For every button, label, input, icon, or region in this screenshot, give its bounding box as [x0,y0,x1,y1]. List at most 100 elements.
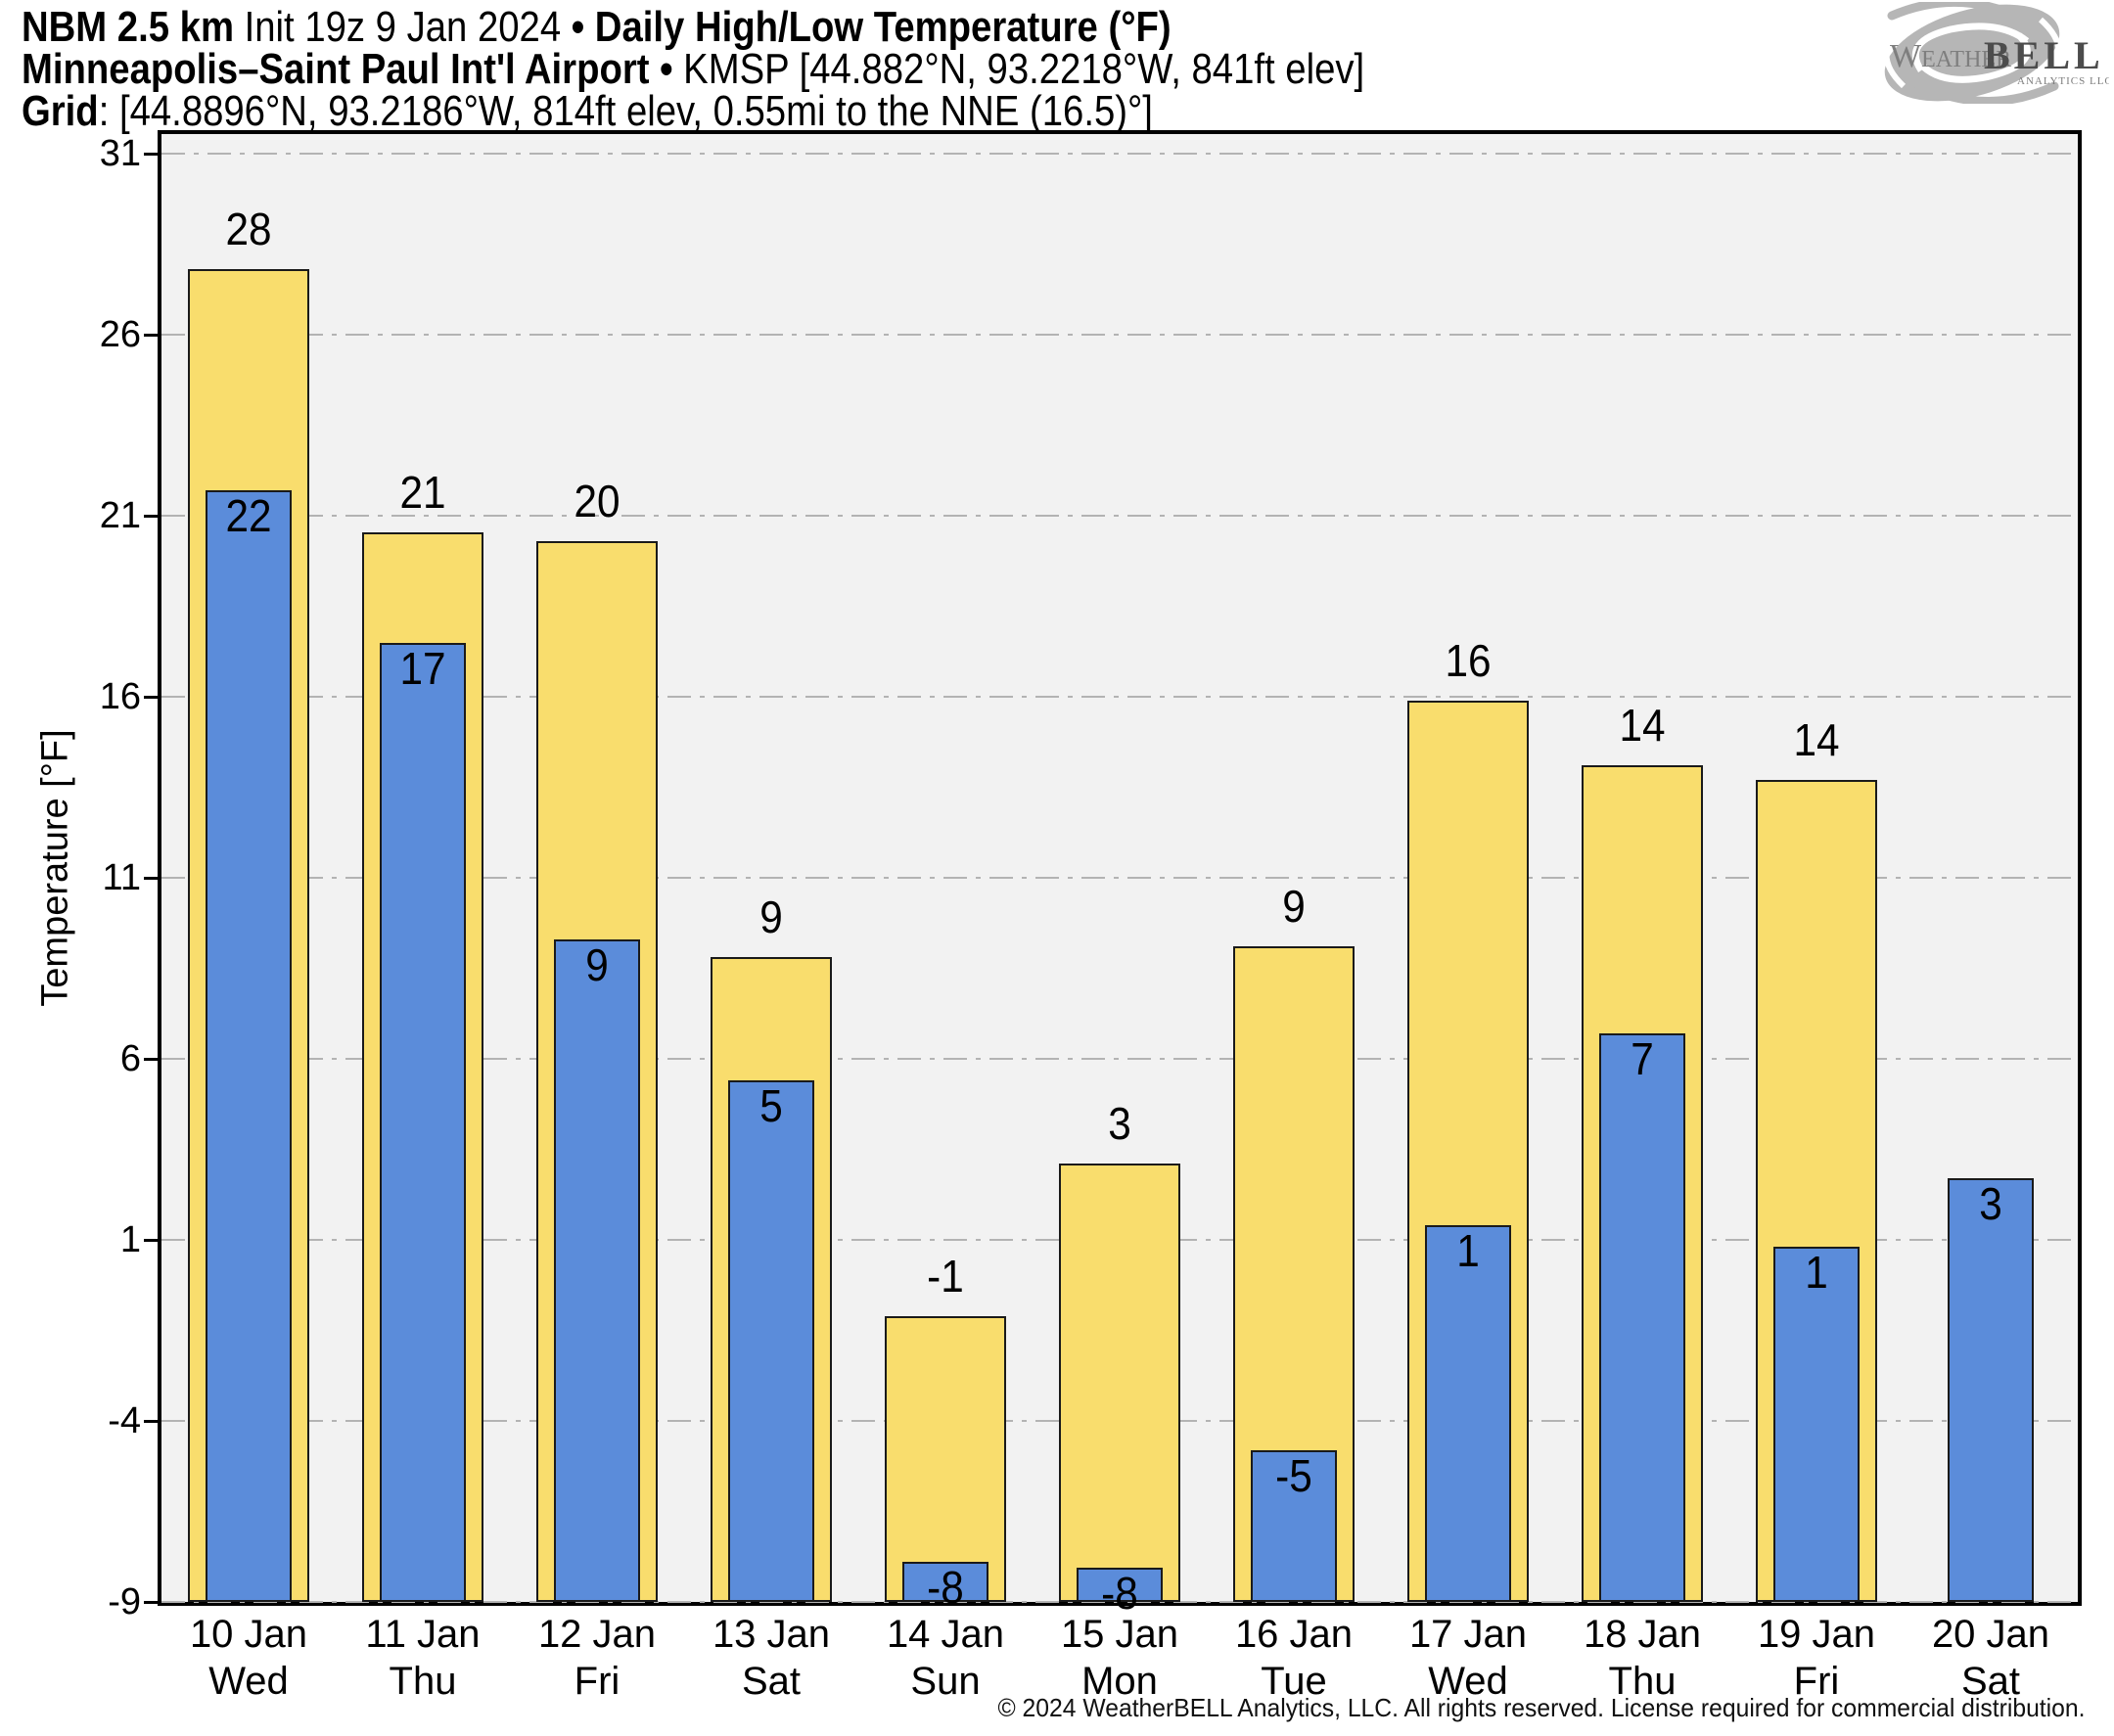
x-tick-date: 19 Jan [1757,1613,1876,1656]
low-temp-bar [1599,1033,1685,1602]
hurricane-swirl-icon [1883,2,2062,104]
y-axis-tick [144,877,161,880]
x-tick-weekday: Fri [574,1660,620,1703]
x-tick-date: 10 Jan [189,1613,308,1656]
high-temp-value: 28 [225,204,272,255]
low-temp-value: 9 [585,938,609,990]
grid-meta: : [44.8896°N, 93.2186°W, 814ft elev, 0.5… [98,87,1153,135]
y-gridline [161,153,2078,155]
high-temp-value: -1 [927,1250,964,1302]
x-tick-weekday: Thu [1608,1660,1677,1703]
x-tick-weekday: Thu [389,1660,457,1703]
y-axis-tick [144,696,161,699]
x-tick-date: 13 Jan [712,1613,831,1656]
high-temp-value: 20 [574,475,620,526]
logo-bell-text: BELL [1984,33,2104,77]
low-temp-value: -8 [927,1562,964,1614]
y-axis-tick [144,515,161,518]
title-line-2: Minneapolis–Saint Paul Int'l Airport • K… [22,45,1365,93]
low-temp-value: -8 [1101,1567,1138,1619]
y-tick-label: 31 [99,133,141,174]
y-gridline [161,515,2078,517]
title-line-1: NBM 2.5 km Init 19z 9 Jan 2024 • Daily H… [22,3,1364,51]
x-tick-date: 11 Jan [365,1613,481,1656]
station-meta: KMSP [44.882°N, 93.2218°W, 841ft elev] [683,45,1365,93]
low-temp-bar [1948,1178,2034,1602]
low-temp-bar [728,1080,814,1602]
y-axis-tick [144,334,161,337]
chart-header: NBM 2.5 km Init 19z 9 Jan 2024 • Daily H… [22,3,1365,135]
x-tick-weekday: Fri [1793,1660,1840,1703]
y-axis-tick [144,153,161,156]
x-tick-date: 16 Jan [1234,1613,1354,1656]
high-temp-value: 16 [1445,634,1492,686]
y-tick-label: 16 [99,676,141,717]
grid-label: Grid [22,87,99,135]
low-temp-bar [1251,1449,1337,1602]
y-gridline [161,877,2078,879]
y-tick-label: 26 [99,314,141,355]
bullet-separator-2: • [649,45,684,93]
low-temp-bar [1425,1225,1511,1602]
low-temp-bar [206,490,292,1602]
y-axis-tick [144,1420,161,1423]
high-temp-value: 9 [1282,881,1306,933]
x-tick-label: 20 Jan Sat [1904,1611,2078,1705]
x-tick-weekday: Wed [1428,1660,1508,1703]
high-temp-value: 14 [1793,714,1840,766]
high-temp-value: 14 [1619,700,1666,752]
title-line-3: Grid: [44.8896°N, 93.2186°W, 814ft elev,… [22,87,1364,135]
x-tick-date: 20 Jan [1931,1613,2050,1656]
x-tick-date: 18 Jan [1583,1613,1702,1656]
y-gridline [161,334,2078,336]
low-temp-value: 7 [1631,1033,1654,1085]
low-temp-value: 1 [1456,1225,1480,1277]
model-name: NBM 2.5 km [22,3,234,51]
low-temp-value: 22 [225,490,272,542]
x-tick-weekday: Wed [208,1660,289,1703]
init-time: Init 19z 9 Jan 2024 [233,3,572,51]
x-tick-weekday: Sun [910,1660,981,1703]
x-tick-weekday: Tue [1261,1660,1327,1703]
low-temp-bar [1077,1567,1163,1602]
x-tick-weekday: Mon [1081,1660,1158,1703]
x-tick-label: 12 Jan Fri [510,1611,684,1705]
y-tick-label: 6 [119,1038,141,1079]
copyright-notice: © 2024 WeatherBELL Analytics, LLC. All r… [996,1693,2085,1722]
logo-analytics-text: ANALYTICS LLC [2017,75,2109,87]
low-temp-bar [1773,1247,1860,1602]
x-tick-weekday: Sat [741,1660,802,1703]
bullet-separator: • [571,3,595,51]
y-tick-label: 1 [119,1219,141,1260]
y-axis-tick [144,1601,161,1604]
low-temp-value: 3 [1979,1178,2002,1230]
low-temp-bar [902,1562,988,1602]
x-tick-date: 14 Jan [886,1613,1005,1656]
y-tick-label: -9 [108,1581,141,1622]
x-tick-label: 10 Jan Wed [161,1611,336,1705]
x-tick-label: 19 Jan Fri [1729,1611,1904,1705]
y-tick-label: 21 [99,495,141,536]
x-tick-label: 15 Jan Mon [1033,1611,1207,1705]
y-gridline [161,1601,2078,1603]
low-temp-bar [554,938,640,1602]
y-axis-tick [144,1239,161,1242]
x-tick-label: 17 Jan Wed [1381,1611,1555,1705]
x-tick-date: 12 Jan [537,1613,657,1656]
product-title: Daily High/Low Temperature (°F) [594,3,1172,51]
y-tick-label: -4 [108,1400,141,1441]
high-temp-bar [885,1315,1006,1602]
x-tick-label: 16 Jan Tue [1207,1611,1381,1705]
station-name: Minneapolis–Saint Paul Int'l Airport [22,45,650,93]
low-temp-value: 5 [759,1080,783,1132]
y-gridline [161,1058,2078,1060]
low-temp-value: -5 [1275,1449,1312,1501]
high-temp-value: 9 [759,891,783,943]
x-tick-label: 13 Jan Sat [684,1611,858,1705]
high-temp-value: 3 [1108,1098,1131,1150]
x-tick-weekday: Sat [1960,1660,2021,1703]
y-gridline [161,696,2078,698]
low-temp-value: 1 [1805,1247,1828,1299]
x-tick-label: 14 Jan Sun [858,1611,1033,1705]
